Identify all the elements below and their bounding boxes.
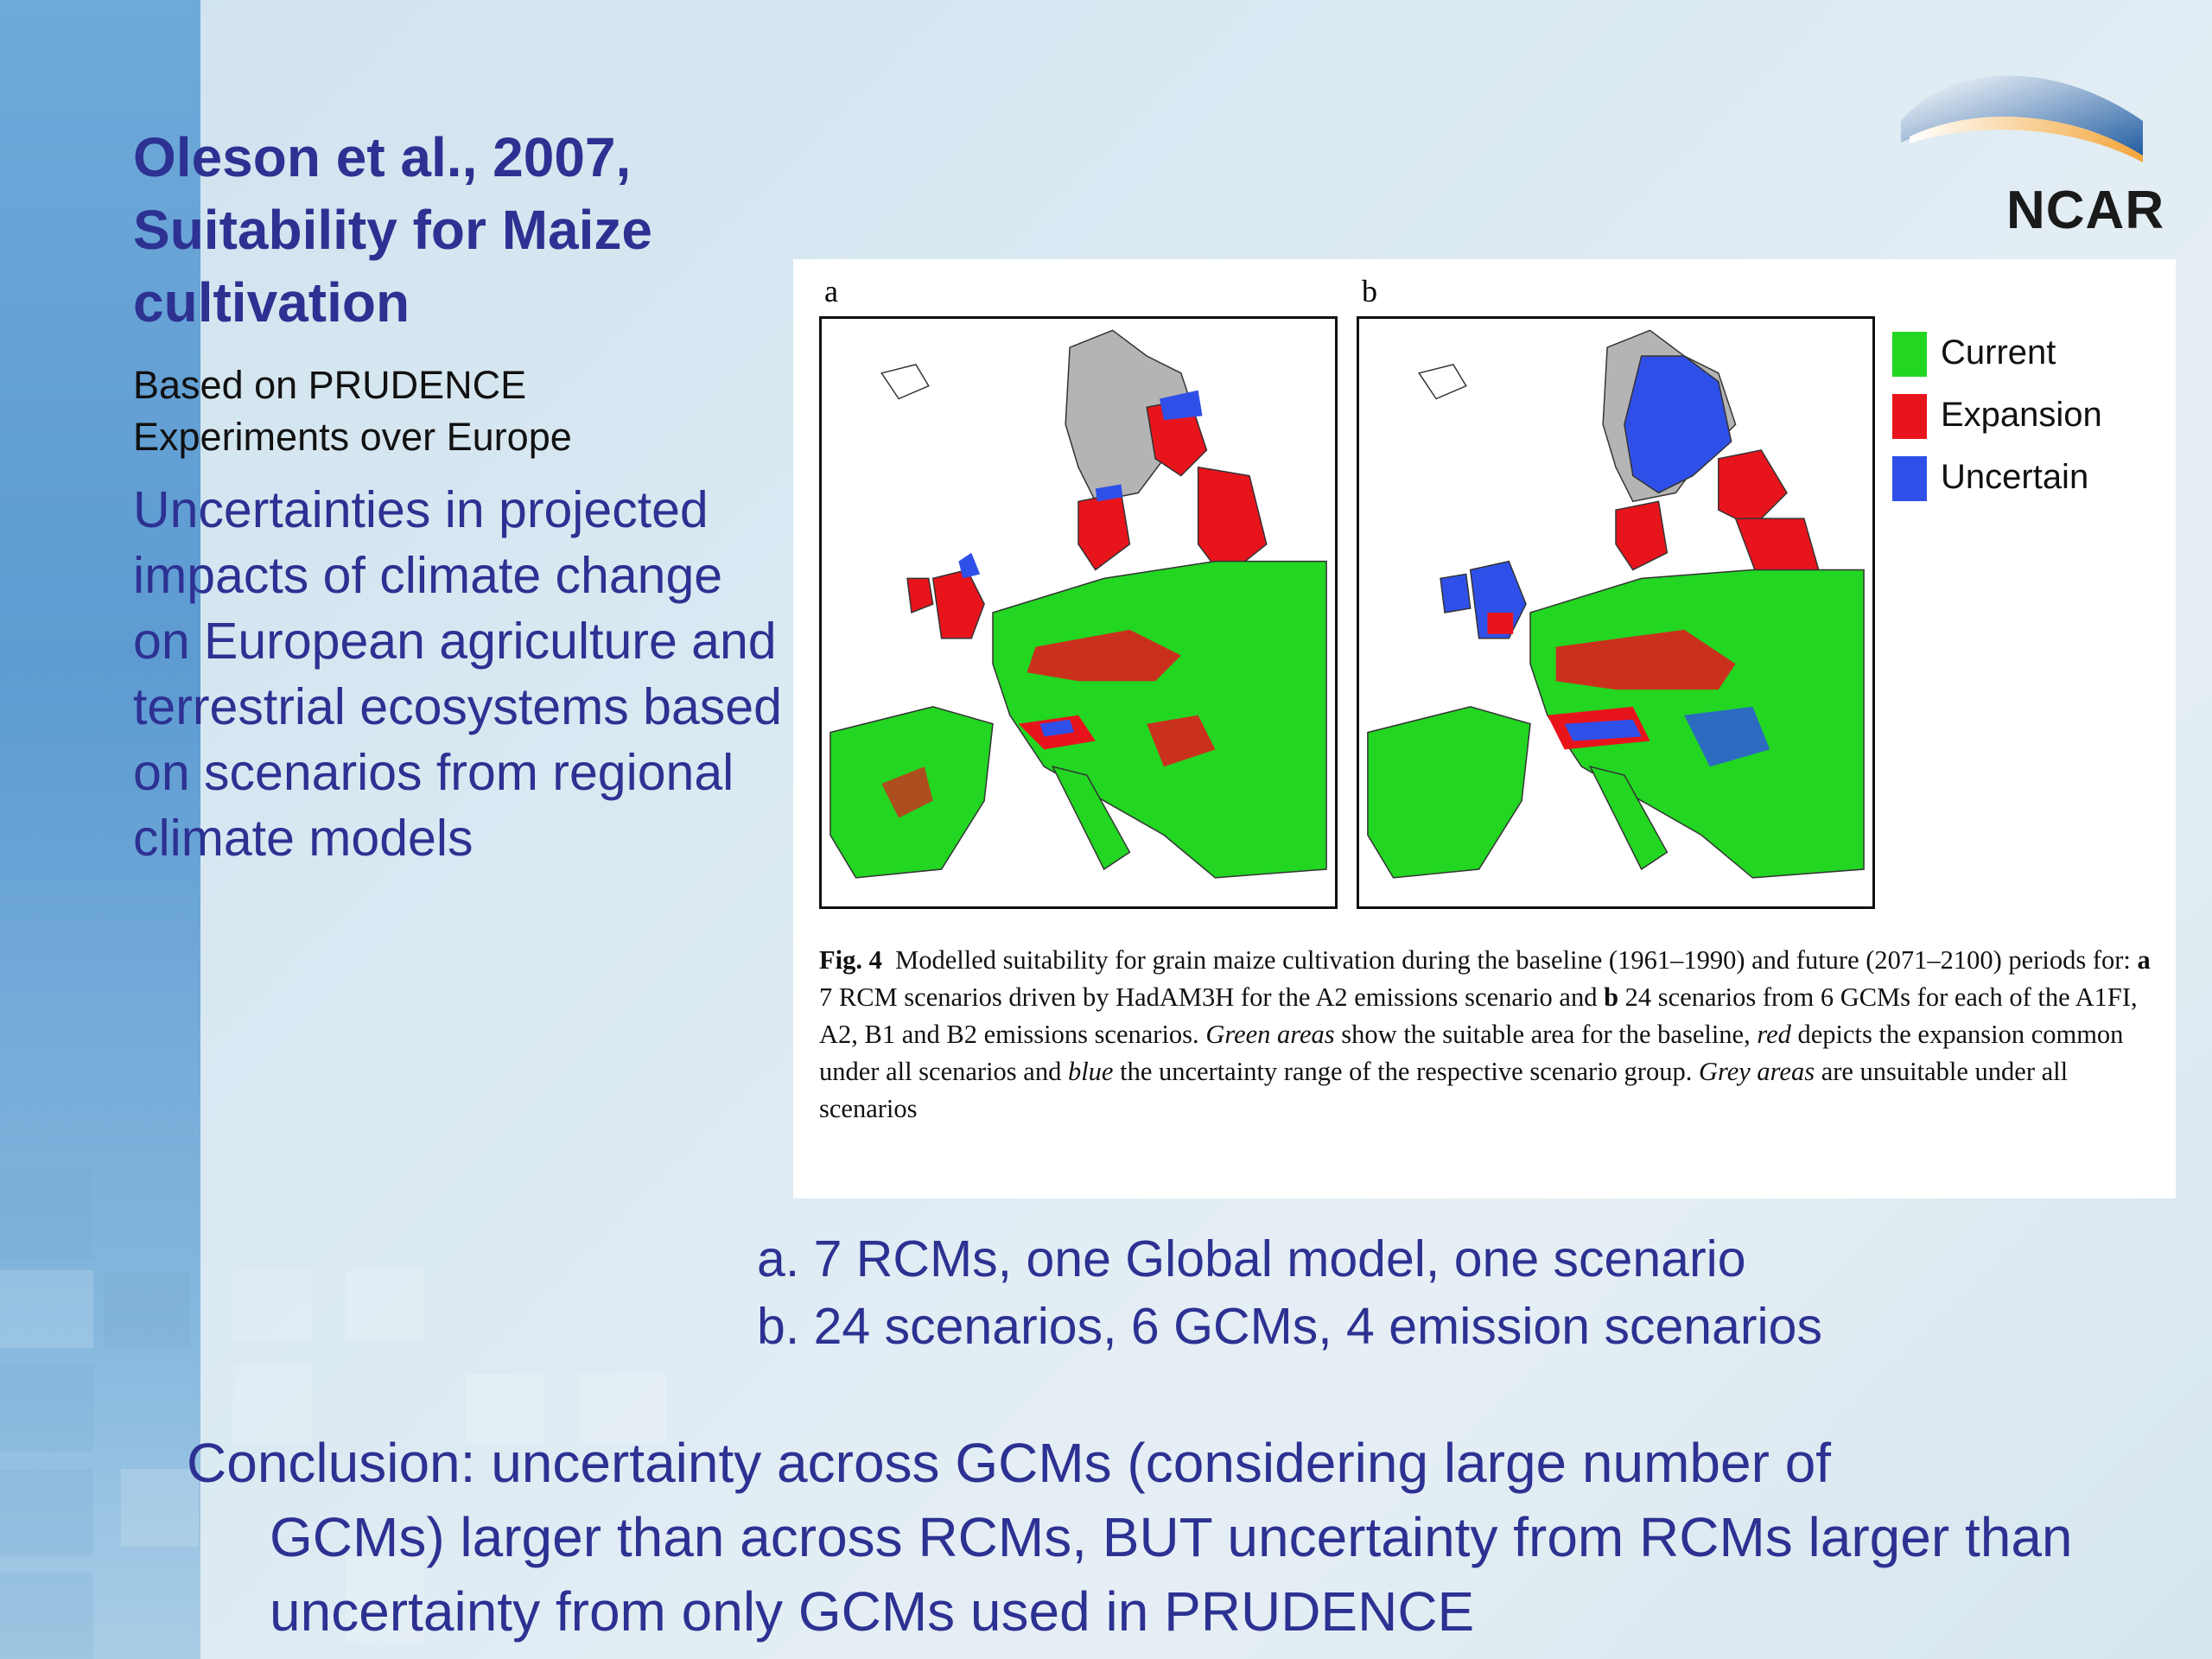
panel-b-label: b xyxy=(1362,274,1377,308)
legend-label-uncertain: Uncertain xyxy=(1941,458,2089,496)
note-b: b. 24 scenarios, 6 GCMs, 4 emission scen… xyxy=(757,1298,1822,1355)
caption-text: a xyxy=(2137,945,2151,975)
conclusion: Conclusion: uncertainty across GCMs (con… xyxy=(187,1426,2174,1649)
europe-map-a xyxy=(819,316,1338,909)
panel-notes: a. 7 RCMs, one Global model, one scenari… xyxy=(757,1225,2139,1360)
europe-map-b xyxy=(1357,316,1875,909)
slide-description: Uncertainties in projected impacts of cl… xyxy=(133,481,782,867)
caption-text: red xyxy=(1757,1020,1791,1049)
note-a: a. 7 RCMs, one Global model, one scenari… xyxy=(757,1230,1746,1287)
caption-text: b xyxy=(1604,982,1619,1012)
caption-text: show the suitable area for the baseline, xyxy=(1334,1020,1758,1049)
caption-text: Green areas xyxy=(1205,1020,1335,1049)
decorative-tile xyxy=(0,1270,93,1348)
ncar-swoosh-icon xyxy=(1901,75,2143,162)
conclusion-rest: GCMs) larger than across RCMs, BUT uncer… xyxy=(270,1506,2073,1643)
decorative-tile xyxy=(579,1374,665,1443)
slide-title: Oleson et al., 2007, Suitability for Mai… xyxy=(133,126,652,334)
europe-suitability-map-b xyxy=(1367,329,1865,879)
decorative-tile xyxy=(233,1270,311,1339)
legend-swatch-current xyxy=(1892,332,1927,377)
decorative-tile xyxy=(346,1555,423,1642)
caption-text: 24 scenarios from 6 GCMs for each of the… xyxy=(819,982,2138,1049)
decorative-tile xyxy=(0,1469,93,1555)
slide-subtitle: Based on PRUDENCE Experiments over Europ… xyxy=(133,363,572,459)
ncar-logo-text: NCAR xyxy=(2006,181,2165,240)
panel-a-label: a xyxy=(824,274,838,308)
decorative-tile xyxy=(467,1374,544,1443)
caption-text: are unsuitable under all scenarios xyxy=(819,1057,2069,1123)
decorative-tile xyxy=(0,1573,93,1659)
figure-panel: a b xyxy=(793,259,2176,1198)
europe-suitability-map-a xyxy=(830,329,1327,879)
decorative-tile xyxy=(121,1469,199,1547)
decorative-tile xyxy=(346,1270,423,1339)
caption-text: Modelled suitability for grain maize cul… xyxy=(895,945,2138,975)
left-decorative-band xyxy=(0,0,200,1659)
caption-text: depicts the expansion common under all s… xyxy=(819,1020,2124,1086)
caption-fig-label: Fig. 4 xyxy=(819,945,882,975)
legend-swatch-uncertain xyxy=(1892,456,1927,501)
decorative-tile xyxy=(104,1270,190,1348)
decorative-tile xyxy=(0,1166,93,1260)
decorative-tile xyxy=(0,1365,93,1452)
caption-text: 7 RCM scenarios driven by HadAM3H for th… xyxy=(819,982,1605,1012)
figure-caption: Fig. 4 Modelled suitability for grain ma… xyxy=(819,942,2158,1128)
caption-text: Grey areas xyxy=(1698,1057,1815,1086)
decorative-tile xyxy=(233,1365,311,1443)
caption-text: the uncertainty range of the respective … xyxy=(1113,1057,1699,1086)
legend-label-expansion: Expansion xyxy=(1941,396,2102,434)
legend-label-current: Current xyxy=(1941,334,2056,372)
conclusion-first-line: Conclusion: uncertainty across GCMs (con… xyxy=(187,1432,1832,1494)
legend-swatch-expansion xyxy=(1892,394,1927,439)
caption-text: blue xyxy=(1067,1057,1114,1086)
